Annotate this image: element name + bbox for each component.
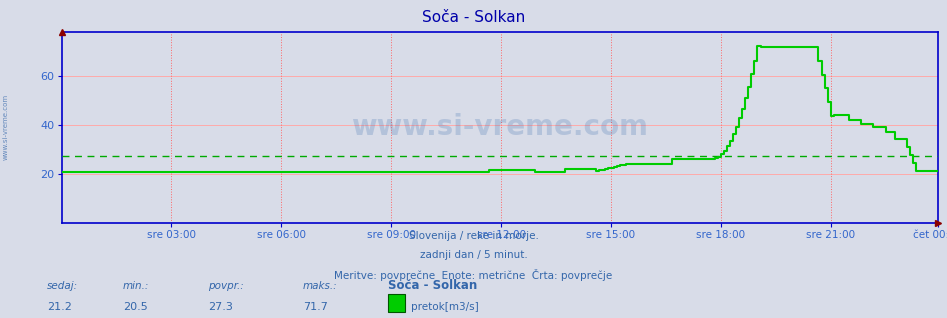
- Text: 20.5: 20.5: [123, 302, 148, 312]
- Text: zadnji dan / 5 minut.: zadnji dan / 5 minut.: [420, 250, 527, 259]
- Text: 71.7: 71.7: [303, 302, 328, 312]
- Text: pretok[m3/s]: pretok[m3/s]: [411, 302, 479, 312]
- Text: Soča - Solkan: Soča - Solkan: [421, 10, 526, 24]
- Text: min.:: min.:: [123, 281, 150, 291]
- Text: Meritve: povprečne  Enote: metrične  Črta: povprečje: Meritve: povprečne Enote: metrične Črta:…: [334, 269, 613, 281]
- Text: maks.:: maks.:: [303, 281, 338, 291]
- Text: sedaj:: sedaj:: [47, 281, 79, 291]
- Text: www.si-vreme.com: www.si-vreme.com: [351, 113, 648, 141]
- Text: povpr.:: povpr.:: [208, 281, 244, 291]
- Text: 27.3: 27.3: [208, 302, 233, 312]
- Text: Soča - Solkan: Soča - Solkan: [388, 280, 477, 292]
- Text: Slovenija / reke in morje.: Slovenija / reke in morje.: [408, 231, 539, 240]
- Text: 21.2: 21.2: [47, 302, 72, 312]
- Text: www.si-vreme.com: www.si-vreme.com: [3, 94, 9, 160]
